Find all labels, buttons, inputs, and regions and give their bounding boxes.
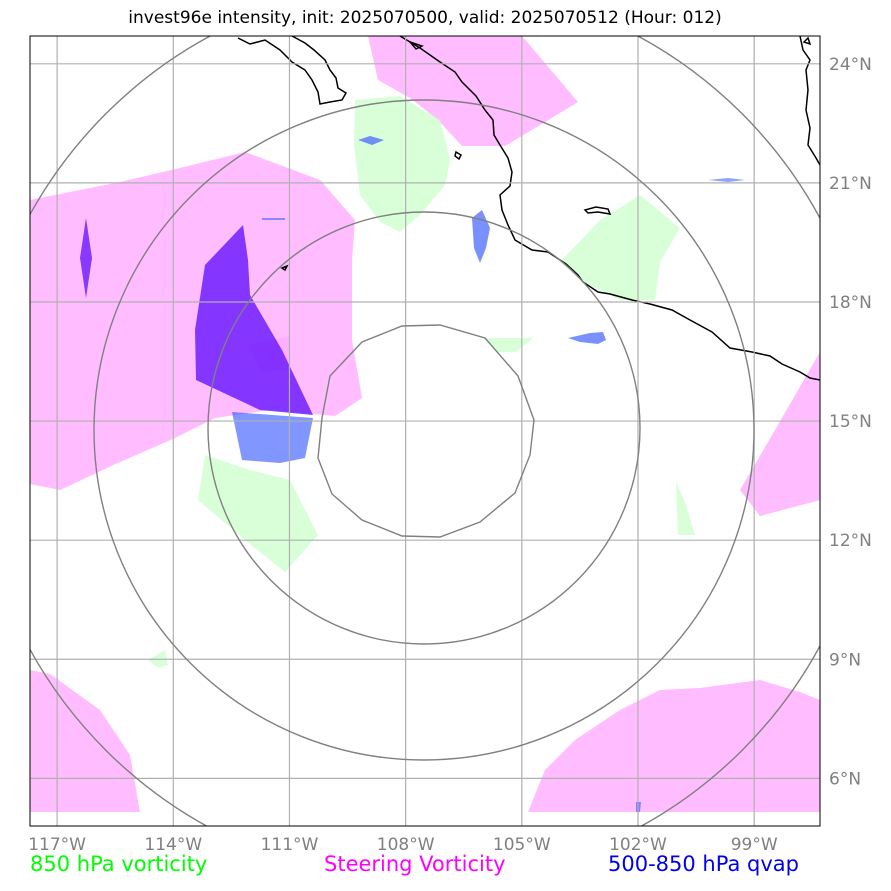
latitude-tick-label: 15°N [829, 412, 872, 432]
latitude-tick-label: 24°N [829, 55, 872, 75]
qvap-fill [80, 136, 745, 812]
latitude-tick-label: 12°N [829, 531, 872, 551]
legend-steering-vorticity: Steering Vorticity [324, 852, 506, 876]
coastline [237, 36, 820, 381]
range-rings [30, 36, 820, 826]
legend-qvap: 500-850 hPa qvap [608, 852, 799, 876]
legend-850-vorticity: 850 hPa vorticity [30, 852, 208, 876]
longitude-tick-label: 114°W [144, 835, 202, 855]
range-ring-2 [207, 211, 641, 645]
longitude-labels: 117°W 114°W 111°W 108°W 105°W 102°W 99°W [28, 835, 778, 855]
latitude-tick-label: 9°N [829, 650, 861, 670]
longitude-tick-label: 105°W [493, 835, 551, 855]
longitude-tick-label: 99°W [731, 835, 778, 855]
latitude-tick-label: 21°N [829, 174, 872, 194]
map-frame [29, 35, 821, 827]
latitude-tick-label: 6°N [829, 769, 861, 789]
map-title: invest96e intensity, init: 2025070500, v… [128, 8, 722, 28]
latitude-tick-label: 18°N [829, 293, 872, 313]
range-ring-3 [93, 99, 755, 761]
latitude-labels: 6°N 9°N 12°N 15°N 18°N 21°N 24°N [829, 55, 872, 790]
range-ring-inner [317, 324, 535, 538]
longitude-tick-label: 111°W [261, 835, 319, 855]
longitude-tick-label: 117°W [28, 835, 86, 855]
longitude-tick-label: 102°W [609, 835, 667, 855]
vorticity-850-fill [148, 96, 695, 668]
longitude-tick-label: 108°W [377, 835, 435, 855]
